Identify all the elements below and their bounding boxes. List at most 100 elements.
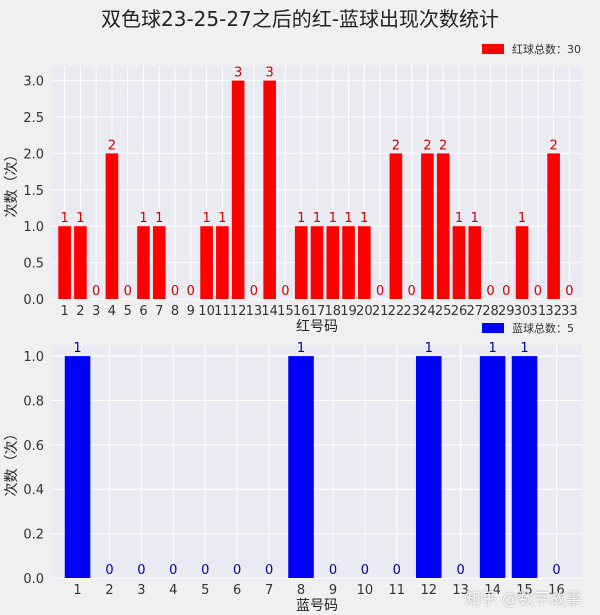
legend-swatch: [482, 44, 504, 54]
data-label: 0: [502, 284, 510, 299]
x-tick-label: 10: [357, 583, 374, 598]
bar: [547, 153, 560, 299]
red-ball-chart: 0.00.51.01.52.02.53.01112032405161708091…: [4, 42, 582, 335]
data-label: 1: [455, 211, 463, 226]
y-tick-label: 2.0: [23, 147, 44, 162]
y-tick-label: 0.0: [23, 572, 44, 587]
y-tick-label: 0.0: [23, 293, 44, 308]
x-tick-label: 32: [545, 304, 562, 319]
bar: [310, 226, 324, 299]
x-tick-label: 3: [137, 583, 145, 598]
bar: [288, 356, 314, 578]
x-tick-label: 13: [246, 304, 263, 319]
data-label: 0: [124, 284, 132, 299]
bar: [389, 153, 403, 299]
blue-ball-chart: 0.00.20.40.60.81.01102030405060718090100…: [4, 321, 582, 614]
x-tick-label: 26: [451, 304, 468, 319]
x-tick-label: 31: [530, 304, 547, 319]
data-label: 3: [266, 66, 274, 81]
data-label: 1: [297, 211, 305, 226]
x-tick-label: 5: [124, 304, 132, 319]
x-tick-label: 4: [169, 583, 177, 598]
x-tick-label: 21: [372, 304, 389, 319]
y-tick-label: 0.5: [23, 257, 44, 272]
x-tick-label: 14: [484, 583, 501, 598]
bar: [74, 226, 87, 299]
x-tick-label: 27: [466, 304, 483, 319]
data-label: 1: [76, 211, 84, 226]
x-tick-label: 8: [171, 304, 179, 319]
data-label: 0: [565, 284, 573, 299]
data-label: 3: [234, 66, 242, 81]
data-label: 0: [408, 284, 416, 299]
bar: [58, 226, 71, 299]
bar: [452, 226, 466, 299]
data-label: 2: [439, 138, 447, 153]
y-axis-label: 次数（次）: [4, 427, 20, 497]
bar: [479, 356, 506, 578]
bar: [511, 356, 538, 578]
data-label: 0: [457, 563, 465, 578]
x-tick-label: 1: [60, 304, 68, 319]
bar: [263, 80, 276, 299]
bar: [436, 153, 450, 299]
data-label: 0: [92, 284, 100, 299]
x-tick-label: 5: [201, 583, 209, 598]
data-label: 0: [281, 284, 289, 299]
data-label: 1: [202, 211, 210, 226]
x-tick-label: 4: [108, 304, 116, 319]
data-label: 1: [139, 211, 147, 226]
x-axis-label: 蓝号码: [296, 598, 338, 614]
y-tick-label: 1.0: [23, 220, 44, 235]
x-tick-label: 18: [325, 304, 342, 319]
x-tick-label: 9: [187, 304, 195, 319]
y-tick-label: 0.8: [23, 394, 44, 409]
bar: [421, 153, 434, 299]
x-tick-label: 20: [356, 304, 373, 319]
data-label: 1: [471, 211, 479, 226]
data-label: 0: [169, 563, 177, 578]
bar: [152, 226, 166, 299]
x-tick-label: 13: [452, 583, 469, 598]
data-label: 0: [265, 563, 273, 578]
chart-title: 双色球23-25-27之后的红-蓝球出现次数统计: [101, 7, 499, 31]
x-tick-label: 11: [389, 583, 406, 598]
y-tick-label: 1.0: [23, 350, 44, 365]
x-tick-label: 7: [155, 304, 163, 319]
data-label: 2: [108, 138, 116, 153]
y-tick-label: 0.6: [23, 439, 44, 454]
data-label: 0: [552, 563, 560, 578]
data-label: 0: [105, 563, 113, 578]
bar: [105, 153, 119, 299]
x-tick-label: 17: [309, 304, 326, 319]
x-tick-label: 2: [76, 304, 84, 319]
x-tick-label: 29: [498, 304, 515, 319]
data-label: 0: [187, 284, 195, 299]
x-tick-label: 10: [198, 304, 215, 319]
data-label: 0: [233, 563, 241, 578]
data-label: 1: [313, 211, 321, 226]
data-label: 0: [201, 563, 209, 578]
data-label: 0: [250, 284, 258, 299]
x-tick-label: 16: [548, 583, 565, 598]
data-label: 0: [534, 284, 542, 299]
x-tick-label: 23: [403, 304, 420, 319]
bar: [358, 226, 371, 299]
x-tick-label: 6: [233, 583, 241, 598]
data-label: 0: [361, 563, 369, 578]
x-tick-label: 30: [514, 304, 531, 319]
data-label: 0: [376, 284, 384, 299]
bar: [137, 226, 150, 299]
data-label: 1: [329, 211, 337, 226]
data-label: 1: [488, 341, 496, 356]
x-tick-label: 12: [230, 304, 247, 319]
y-tick-label: 0.2: [23, 528, 44, 543]
data-label: 2: [549, 138, 557, 153]
data-label: 1: [297, 341, 305, 356]
watermark: 知乎 @数字故事: [464, 589, 582, 608]
bar: [342, 226, 355, 299]
bar: [294, 226, 308, 299]
y-axis-label: 次数（次）: [4, 148, 20, 218]
bar: [415, 356, 442, 578]
